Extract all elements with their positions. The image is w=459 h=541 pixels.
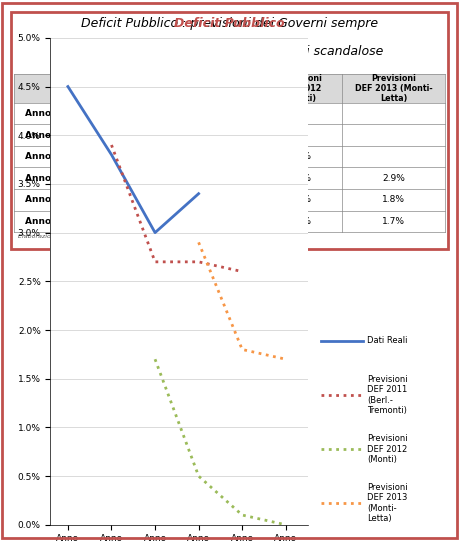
Text: Previsioni
DEF 2013 (Monti-
Letta): Previsioni DEF 2013 (Monti- Letta) [355,74,432,103]
Text: Deficit Pubblico : previsioni dei Governi sempre: Deficit Pubblico : previsioni dei Govern… [81,17,378,30]
Text: Previsioni
DEF 2012
(Monti): Previsioni DEF 2012 (Monti) [278,74,322,103]
Text: 3.0%: 3.0% [121,152,144,161]
Text: 1.7%: 1.7% [382,217,405,226]
Text: Previsioni
DEF 2013
(Monti-
Letta): Previsioni DEF 2013 (Monti- Letta) [367,483,408,523]
Text: 2.7%: 2.7% [205,174,228,183]
Text: 1.7%: 1.7% [289,152,312,161]
Text: 4.5%: 4.5% [121,109,144,118]
Text: 3.9%: 3.9% [205,131,228,140]
Text: Anno 2010: Anno 2010 [25,109,79,118]
Bar [14,74,445,103]
Text: Dati Reali: Dati Reali [111,84,155,93]
Text: 0.1%: 0.1% [289,195,312,204]
Text: 3.4%: 3.4% [121,174,144,183]
Text: Dati Reali: Dati Reali [367,337,408,345]
Text: Anno 2013: Anno 2013 [25,174,79,183]
Text: Elaborazioni Scenarieconomici.it su base dati ISTAT e DEF: Elaborazioni Scenarieconomici.it su base… [18,234,200,240]
Text: Previsioni
DEF 2012
(Monti): Previsioni DEF 2012 (Monti) [367,434,408,464]
Text: 2.6%: 2.6% [205,195,228,204]
Text: Previsioni
DEF 2011
(Berl.-
Tremonti): Previsioni DEF 2011 (Berl.- Tremonti) [367,375,408,415]
Text: Anno 2014: Anno 2014 [25,195,79,204]
FancyBboxPatch shape [11,12,448,249]
Text: smentite dai dati real; quelle di Monti scandalose: smentite dai dati real; quelle di Monti … [75,45,384,58]
Text: Anno 2011: Anno 2011 [25,131,79,140]
Text: 0.0%: 0.0% [289,217,312,226]
Text: Anno 2012: Anno 2012 [25,152,79,161]
Text: Deficit Pubblico: Deficit Pubblico [174,17,285,30]
Text: Previsioni
DEF 2011 (Berl.-
Tremonti): Previsioni DEF 2011 (Berl.- Tremonti) [179,74,253,103]
Text: 3.8%: 3.8% [121,131,144,140]
Text: 1.8%: 1.8% [382,195,405,204]
Text: 2.9%: 2.9% [382,174,405,183]
Text: Anno 2015: Anno 2015 [25,217,79,226]
Text: 2.7%: 2.7% [205,152,228,161]
Text: 0.5%: 0.5% [289,174,312,183]
